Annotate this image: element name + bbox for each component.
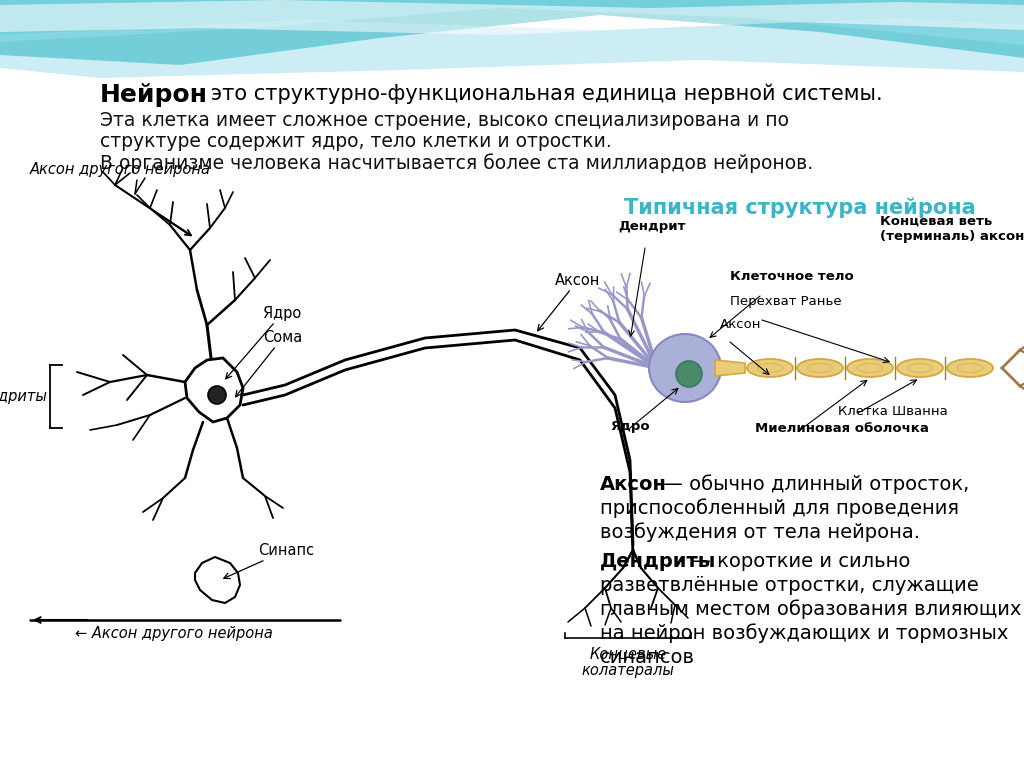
Text: Концевая веть: Концевая веть [880, 215, 992, 228]
Text: Клеточное тело: Клеточное тело [730, 270, 854, 283]
Circle shape [208, 386, 226, 404]
Text: Дендриты: Дендриты [600, 552, 717, 571]
Text: Эта клетка имеет сложное строение, высоко специализирована и по: Эта клетка имеет сложное строение, высок… [100, 111, 790, 130]
Text: Аксон: Аксон [538, 273, 600, 331]
Ellipse shape [897, 359, 943, 377]
Text: структуре содержит ядро, тело клетки и отростки.: структуре содержит ядро, тело клетки и о… [100, 132, 611, 151]
Ellipse shape [847, 359, 893, 377]
Text: Концевые
колатералы: Концевые колатералы [582, 646, 675, 678]
Text: Нейрон: Нейрон [100, 83, 208, 107]
Text: Аксон: Аксон [720, 318, 762, 331]
Text: Аксон другого нейрона: Аксон другого нейрона [30, 162, 211, 177]
Polygon shape [0, 18, 1024, 78]
Text: Миелиновая оболочка: Миелиновая оболочка [755, 422, 929, 435]
Text: Перехват Ранье: Перехват Ранье [730, 295, 842, 308]
Text: В организме человека насчитывается более ста миллиардов нейронов.: В организме человека насчитывается более… [100, 153, 813, 173]
Polygon shape [715, 360, 745, 376]
Text: на нейрон возбуждающих и тормозных: на нейрон возбуждающих и тормозных [600, 624, 1009, 643]
Ellipse shape [947, 359, 993, 377]
Text: - это структурно-функциональная единица нервной системы.: - это структурно-функциональная единица … [190, 83, 883, 104]
Text: Сома: Сома [236, 330, 302, 397]
Ellipse shape [907, 363, 933, 372]
Polygon shape [0, 0, 1024, 35]
Text: Клетка Шванна: Клетка Шванна [838, 405, 948, 418]
Ellipse shape [797, 359, 843, 377]
Text: Типичная структура нейрона: Типичная структура нейрона [625, 198, 976, 219]
Ellipse shape [649, 334, 721, 402]
Ellipse shape [758, 363, 782, 372]
Circle shape [676, 361, 702, 387]
Text: Аксон: Аксон [600, 475, 667, 494]
Polygon shape [0, 0, 1024, 65]
Text: (терминаль) аксона: (терминаль) аксона [880, 230, 1024, 243]
Text: — обычно длинный отросток,: — обычно длинный отросток, [657, 475, 970, 494]
Text: — короткие и сильно: — короткие и сильно [685, 552, 910, 571]
Ellipse shape [807, 363, 833, 372]
Text: главным местом образования влияющих: главным местом образования влияющих [600, 599, 1021, 619]
Text: Ядро: Ядро [225, 306, 301, 379]
Text: Дендрит: Дендрит [618, 220, 685, 233]
Text: разветвлённые отростки, служащие: разветвлённые отростки, служащие [600, 576, 979, 595]
Text: возбуждения от тела нейрона.: возбуждения от тела нейрона. [600, 522, 920, 542]
Ellipse shape [857, 363, 883, 372]
Text: Дендриты: Дендриты [0, 389, 47, 404]
Polygon shape [0, 0, 1024, 45]
Text: приспособленный для проведения: приспособленный для проведения [600, 498, 959, 518]
Ellipse shape [746, 359, 793, 377]
Ellipse shape [957, 363, 983, 372]
Text: Ядро: Ядро [610, 420, 649, 433]
Text: Синапс: Синапс [224, 543, 314, 578]
Text: ← Аксон другого нейрона: ← Аксон другого нейрона [75, 626, 272, 641]
Text: синапсов: синапсов [600, 648, 695, 667]
